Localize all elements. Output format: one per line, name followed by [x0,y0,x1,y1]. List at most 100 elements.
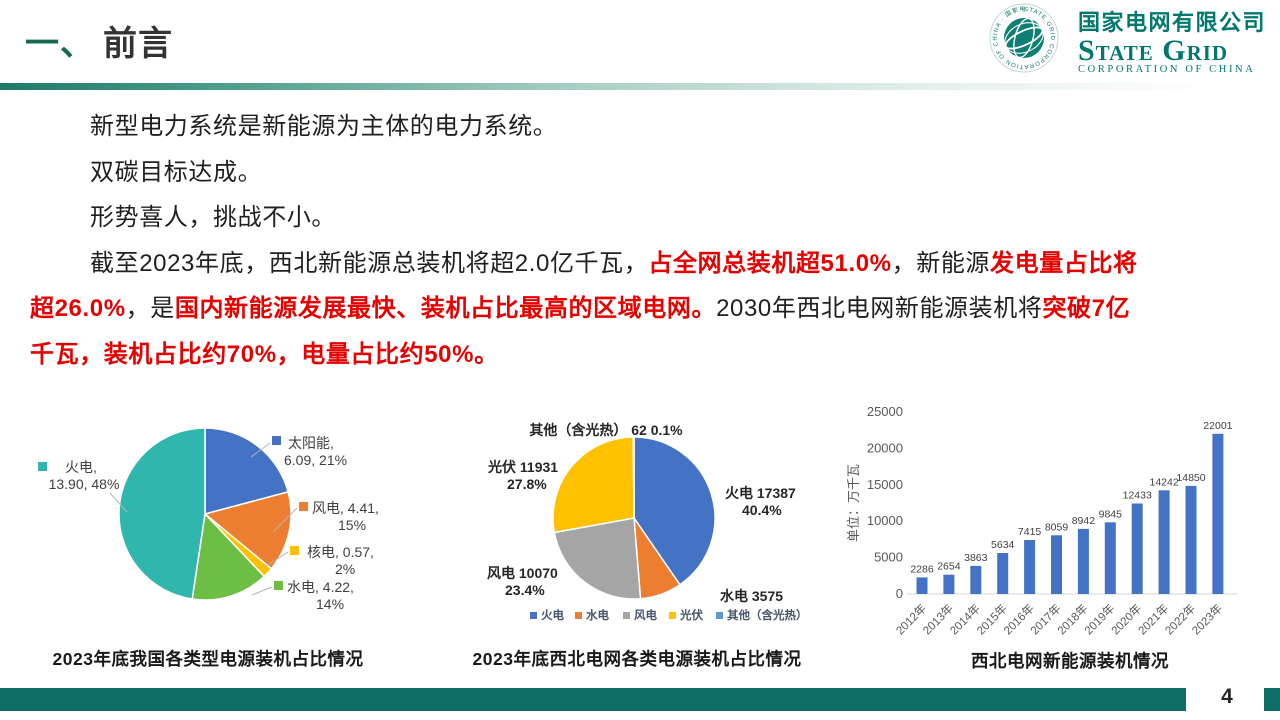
text-run: ，新能源 [891,249,991,277]
bar [1051,535,1062,594]
bar [1158,490,1170,594]
bar-value-label: 3863 [964,552,988,564]
highlighted-text-run: 国内新能源发展最快、装机占比最高的区域电网。 [174,295,717,323]
body-line: 截至2023年底，西北新能源总装机将超2.0亿千瓦，占全网总装机超51.0%，新… [30,241,1260,287]
x-tick-label: 2023年 [1189,601,1225,637]
bar [997,553,1009,594]
chart-caption-bar: 西北电网新能源装机情况 [971,651,1169,671]
legend-label: 水电 [586,608,609,622]
pie-slice [633,436,716,586]
y-tick-label: 25000 [867,404,903,419]
label-marker [290,546,299,555]
leader-line [272,507,298,533]
chart-caption-northwest: 2023年底西北电网各类电源装机占比情况 [472,649,802,669]
bar-value-label: 8942 [1072,515,1096,527]
legend-swatch [530,612,537,619]
pie-data-label: 23.4% [505,582,545,598]
bar [943,574,955,594]
bar-value-label: 2286 [910,563,934,575]
pie-data-label: 13.90, 48% [49,476,120,492]
pie-data-label: 太阳能, [288,435,334,451]
bar [1212,433,1224,594]
pie-data-label: 核电, 0.57, [307,544,374,560]
pie-data-label: 40.4% [742,502,782,518]
bar [1131,503,1143,594]
legend-label: 光伏 [679,608,703,622]
pie-data-label: 风电, 4.41, [312,500,379,516]
globe-grid-lines [1004,17,1044,59]
bar-value-label: 14850 [1176,472,1205,484]
pie-data-label: 6.09, 21% [284,452,347,468]
y-tick-label: 20000 [867,440,903,455]
section-title: 前言 [103,25,173,63]
pie-data-label: 火电, [65,459,97,475]
bar-value-label: 12433 [1123,490,1152,502]
pie-data-label: 火电 17387 [725,485,796,501]
header-divider [0,83,1280,90]
body-line: 超26.0%，是国内新能源发展最快、装机占比最高的区域电网。2030年西北电网新… [30,286,1260,332]
bar-chart-new-energy-growth: 0500010000150002000025000单位：万千瓦22862012年… [846,404,1237,637]
bar [1104,522,1116,594]
body-line: 双碳目标达成。 [30,150,1260,196]
leader-line [109,492,128,513]
pie-slice [118,427,206,600]
text-run: 形势喜人，挑战不小。 [90,204,336,232]
bar-value-label: 9845 [1099,508,1123,520]
legend-swatch [575,612,582,619]
pie-data-label: 14% [316,596,344,612]
body-text: 新型电力系统是新能源为主体的电力系统。 双碳目标达成。形势喜人，挑战不小。截至20… [30,104,1260,378]
logo-company-name-en: State Grid [1077,34,1229,67]
bar [916,577,928,594]
pie-chart-national-capacity: 太阳能,6.09, 21% 风电, 4.41,15% 核电, 0.57,2% 水电, … [38,427,379,612]
y-tick-label: 15000 [867,477,903,492]
pie-slice [553,517,642,600]
footer-bar-right [1264,688,1280,711]
pie-data-label: 水电 3575 [720,588,783,604]
page-number: 4 [1221,685,1233,708]
y-tick-label: 5000 [874,550,903,565]
body-line: 形势喜人，挑战不小。 [30,195,1260,241]
text-run: 新型电力系统是新能源为主体的电力系统。 [90,113,558,140]
legend-label: 风电 [634,608,657,622]
text-run: 截至2023年底，西北新能源总装机将超2.0亿千瓦， [90,249,649,277]
y-axis-label: 单位：万千瓦 [846,464,861,542]
leader-line [262,551,289,569]
highlighted-text-run: 占全网总装机超51.0% [648,249,892,277]
pie-slice [632,436,635,519]
logo-company-subtitle: CORPORATION OF CHINA [1077,64,1256,75]
chart-caption-national: 2023年底我国各类型电源装机占比情况 [52,649,364,669]
bar [1024,540,1036,594]
leader-line [251,586,273,596]
bar-value-label: 5634 [991,539,1015,551]
pie-data-label: 水电, 4.22, [287,579,354,595]
label-marker [274,581,283,590]
bar-value-label: 7415 [1018,526,1042,538]
body-line: 千瓦，装机占比约70%，电量占比约50%。 [30,332,1260,378]
text-run: 双碳目标达成。 [90,158,263,186]
label-marker [299,502,308,511]
legend-swatch [716,612,723,619]
body-line: 新型电力系统是新能源为主体的电力系统。 [30,104,1260,150]
pie-slice [204,427,290,515]
pie-data-label: 风电 10070 [487,565,558,581]
text-run: 2030年西北电网新能源装机将 [716,295,1043,323]
text-run: ，是 [125,295,175,323]
pie-slice [552,436,635,534]
pie-data-label: 15% [338,517,366,533]
legend-swatch [669,612,676,619]
pie-data-label: 其他（含光热） 62 0.1% [529,422,683,438]
page-title: 一、 前言 [25,16,173,65]
y-tick-label: 10000 [867,513,903,528]
pie-data-label: 27.8% [507,476,547,492]
logo-company-name-cn: 国家电网有限公司 [1077,10,1266,35]
label-marker [38,462,47,471]
bar [1077,528,1089,594]
highlighted-text-run: 突破7亿 [1042,295,1131,323]
state-grid-logo: STATE GRID CORPORATION OF CHINA · 国家电网公司… [964,0,1266,80]
footer-bar [0,688,1186,711]
label-marker [272,436,281,445]
leader-line [250,442,271,458]
pie-data-label: 光伏 11931 [487,459,558,475]
legend-label: 火电 [541,608,564,622]
